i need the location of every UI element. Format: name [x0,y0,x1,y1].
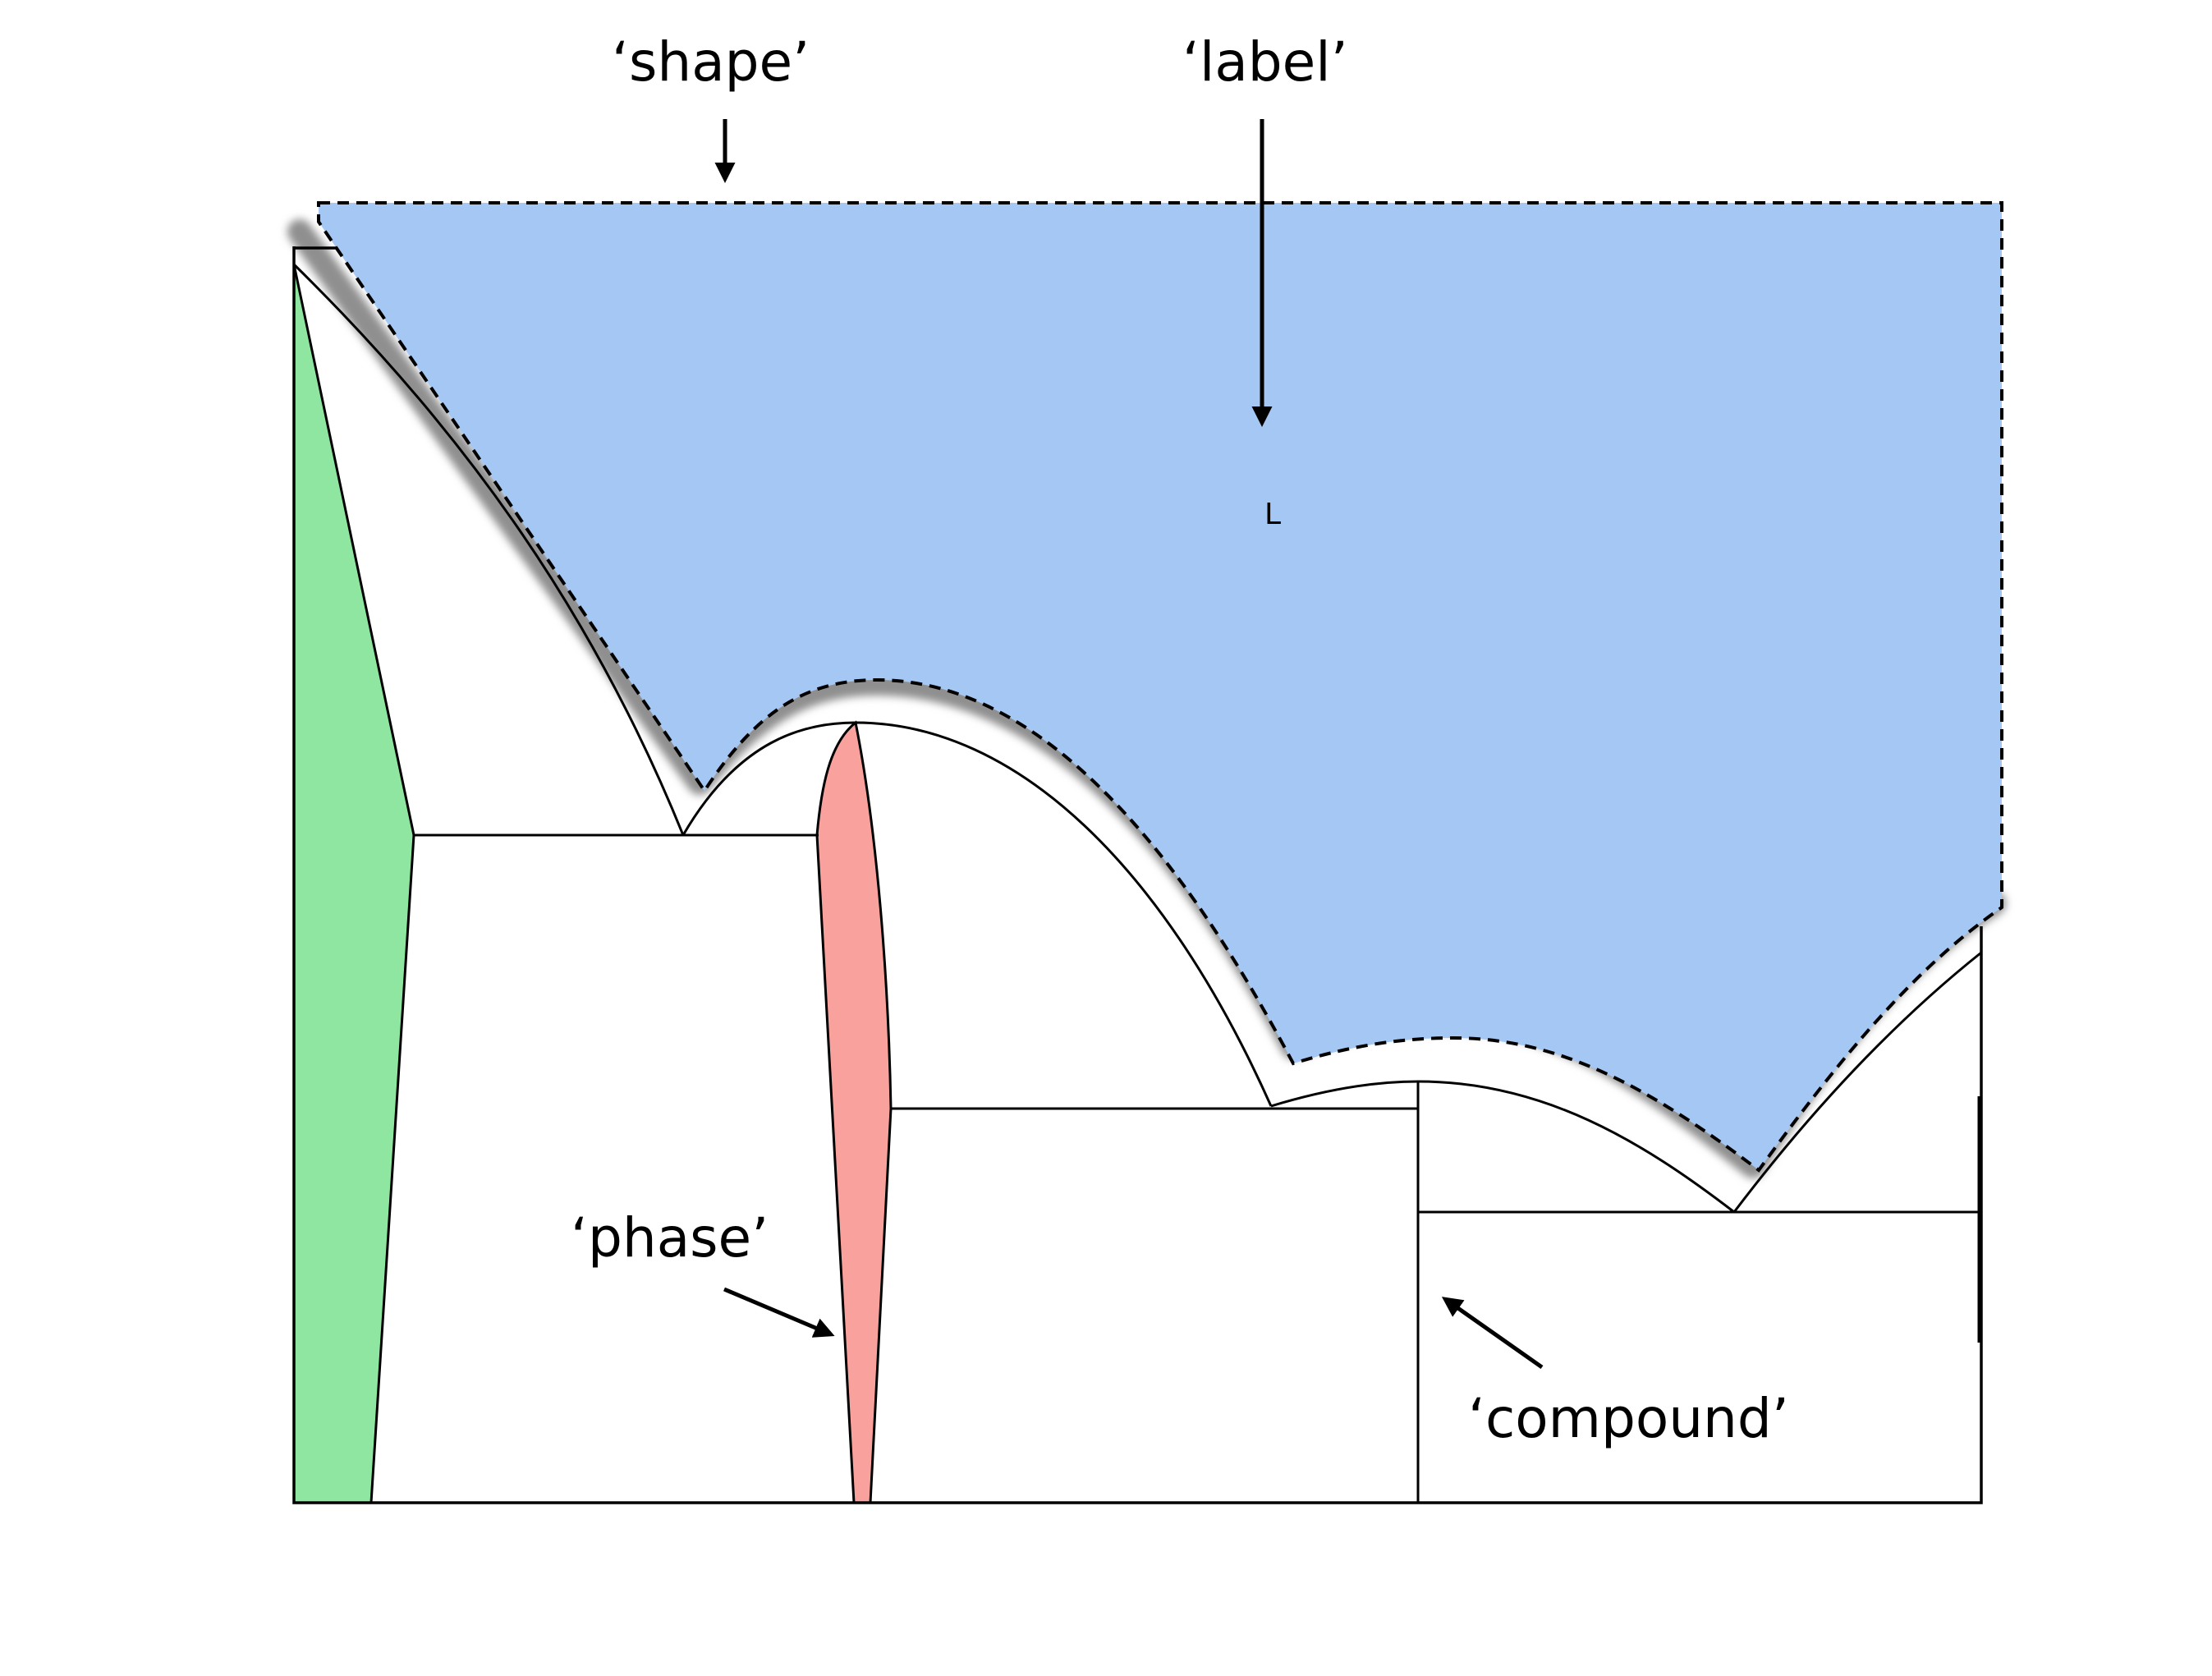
phase-arrow [723,1287,835,1338]
liquidus-compound-dome [1270,1080,1735,1214]
compound-arrow [1441,1297,1544,1370]
label-annotation: ‘label’ [1182,30,1348,94]
phase-boundaries [292,263,1982,1503]
liquidus-dome [681,721,1273,1107]
liquid-region-shape[interactable] [317,201,2003,1173]
compound-annotation: ‘compound’ [1468,1387,1789,1450]
liquid-region-label[interactable]: L [1264,498,1281,531]
shape-annotation: ‘shape’ [612,30,810,94]
liquidus-right [1732,951,1982,1213]
phase-annotation: ‘phase’ [571,1206,769,1270]
liquidus-left [292,263,685,836]
intermediate-phase-region[interactable] [815,720,893,1504]
